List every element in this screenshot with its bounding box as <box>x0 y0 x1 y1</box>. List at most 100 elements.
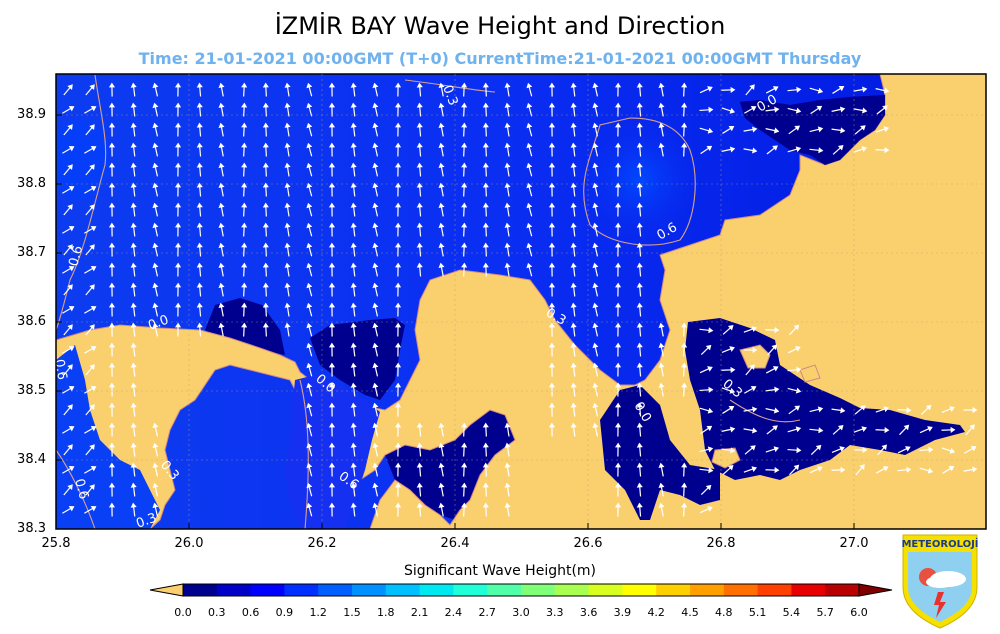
colorbar-tick-label: 1.5 <box>343 606 361 619</box>
wave-arrow-head <box>658 102 665 109</box>
wave-arrow-head <box>130 162 137 168</box>
wave-arrow-head <box>681 142 688 148</box>
wave-arrow-head <box>461 82 468 88</box>
wave-arrow-head <box>592 362 599 369</box>
wave-arrow-head <box>772 86 779 92</box>
wave-arrow-head <box>706 145 713 152</box>
wave-arrow-head <box>548 242 556 248</box>
wave-arrow-head <box>681 382 688 388</box>
wave-arrow-head <box>570 162 577 168</box>
wave-arrow-head <box>794 405 801 411</box>
wave-arrow-head <box>108 142 116 148</box>
wave-arrow-head <box>394 222 402 228</box>
wave-arrow-head <box>636 102 643 108</box>
wave-arrow-head <box>284 302 291 308</box>
wave-arrow-head <box>504 182 511 188</box>
wave-arrow-head <box>839 446 845 452</box>
wave-arrow-head <box>416 122 423 128</box>
wave-arrow-head <box>90 186 97 192</box>
wave-arrow-head <box>730 86 736 93</box>
wave-arrow-head <box>438 462 445 469</box>
wave-patch-north <box>580 120 700 240</box>
colorbar-tick-label: 5.1 <box>748 606 767 619</box>
wave-arrow-head <box>927 467 934 474</box>
colorbar-tick-label: 4.5 <box>681 606 699 619</box>
wave-arrow-head <box>372 502 379 509</box>
wave-arrow-head <box>284 262 291 268</box>
colorbar <box>149 583 893 597</box>
wave-arrow-head <box>461 162 468 168</box>
wave-arrow-head <box>592 242 599 249</box>
wave-arrow-head <box>570 102 577 108</box>
wave-arrow-head <box>306 322 313 329</box>
colorbar-tick-label: 0.6 <box>241 606 260 619</box>
wave-arrow-head <box>284 122 291 128</box>
wave-arrow-head <box>614 482 622 488</box>
wave-arrow-head <box>482 142 489 148</box>
wave-arrow-head <box>328 302 336 308</box>
wave-arrow-head <box>504 482 511 488</box>
wave-arrow-head <box>152 122 159 129</box>
wave-arrow-head <box>174 282 182 288</box>
wave-arrow-head <box>548 282 556 288</box>
wave-arrow-head <box>218 142 225 149</box>
wave-arrow-head <box>306 282 313 289</box>
wave-arrow-head <box>218 182 225 189</box>
wave-arrow-head <box>394 242 402 248</box>
wave-arrow-head <box>708 386 714 393</box>
wave-arrow-head <box>196 182 203 188</box>
wave-arrow-head <box>130 242 137 248</box>
wave-arrow-head <box>67 244 73 250</box>
wave-arrow-head <box>705 344 712 351</box>
colorbar-tick-label: 4.2 <box>647 606 665 619</box>
wave-arrow-head <box>89 164 95 170</box>
wave-arrow-head <box>438 182 445 189</box>
wave-arrow-head <box>68 266 75 272</box>
wave-arrow-head <box>504 202 511 208</box>
wave-arrow-head <box>152 322 159 329</box>
wave-arrow-head <box>89 84 95 90</box>
wave-arrow-head <box>614 382 622 388</box>
wave-arrow-head <box>948 466 955 472</box>
wave-arrow-head <box>504 122 511 128</box>
wave-arrow-head <box>416 422 423 428</box>
wave-arrow-head <box>548 222 556 228</box>
wave-arrow-head <box>548 402 556 408</box>
wave-arrow-head <box>840 466 846 473</box>
wave-arrow-head <box>90 266 97 272</box>
wave-arrow-head <box>328 362 336 368</box>
wave-arrow-head <box>592 102 599 109</box>
wave-arrow-head <box>526 182 533 189</box>
wave-arrow-head <box>969 424 975 430</box>
wave-arrow-head <box>89 484 95 490</box>
colorbar-swatch <box>183 584 218 596</box>
wave-arrow-head <box>504 422 511 428</box>
wave-arrow-head <box>837 425 844 431</box>
wave-arrow-head <box>862 86 868 93</box>
wave-arrow-head <box>416 262 423 268</box>
wave-arrow-head <box>482 442 489 448</box>
wave-arrow-head <box>636 122 643 128</box>
wave-arrow-head <box>416 182 423 188</box>
wave-arrow-head <box>262 82 269 88</box>
wave-arrow-head <box>614 262 622 268</box>
wave-arrow-head <box>67 84 73 90</box>
colorbar-tick-label: 2.7 <box>478 606 496 619</box>
calm-zone-bay <box>385 410 515 520</box>
wave-arrow-head <box>372 122 379 129</box>
lat-tick: 38.5 <box>17 383 46 398</box>
wave-arrow-head <box>796 366 802 373</box>
wave-arrow-head <box>729 107 736 114</box>
wave-arrow-head <box>614 302 622 308</box>
wave-arrow-head <box>108 422 116 428</box>
wave-arrow-head <box>108 222 116 228</box>
wave-arrow-head <box>526 222 533 229</box>
wave-arrow-head <box>548 102 556 108</box>
wave-patch-nw <box>56 120 110 200</box>
wave-arrow-head <box>306 242 313 249</box>
wave-arrow-head <box>749 84 755 90</box>
wave-arrow-head <box>394 462 402 468</box>
wave-arrow-head <box>862 107 868 114</box>
wave-arrow-head <box>884 427 890 434</box>
